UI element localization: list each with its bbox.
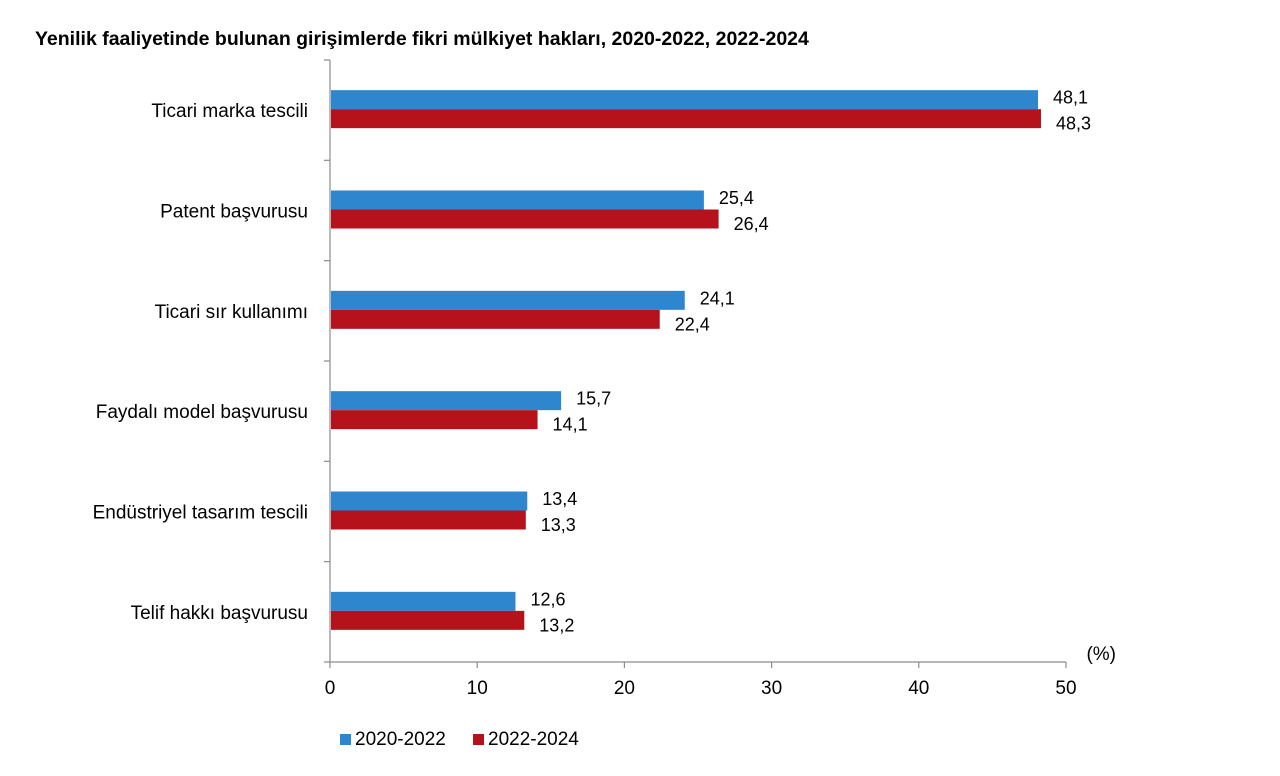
legend-swatch	[340, 734, 351, 745]
chart-title: Yenilik faaliyetinde bulunan girişimlerd…	[35, 28, 809, 50]
bar-2020-2022	[331, 290, 685, 310]
bar-2022-2024	[331, 109, 1041, 129]
bar-2020-2022	[331, 90, 1039, 110]
data-label: 13,4	[542, 489, 577, 509]
x-tick-label: 50	[1055, 678, 1076, 699]
category-label: Endüstriyel tasarım tescili	[93, 503, 308, 524]
data-label: 13,2	[539, 615, 574, 635]
category-label: Telif hakkı başvurusu	[131, 603, 308, 624]
x-tick-label: 30	[761, 678, 782, 699]
bar-2020-2022	[331, 491, 528, 511]
data-label: 48,1	[1053, 88, 1088, 108]
category-label: Ticari marka tescili	[151, 101, 308, 122]
category-label: Faydalı model başvurusu	[96, 402, 308, 423]
category-label: Ticari sır kullanımı	[155, 302, 308, 323]
x-tick-label: 0	[325, 678, 336, 699]
data-label: 26,4	[734, 214, 769, 234]
data-label: 25,4	[719, 188, 754, 208]
data-label: 48,3	[1056, 114, 1091, 134]
bar-2022-2024	[331, 309, 660, 329]
bar-2022-2024	[331, 209, 719, 229]
x-tick-label: 40	[908, 678, 929, 699]
data-label: 22,4	[675, 314, 710, 334]
bar-2020-2022	[331, 190, 704, 210]
category-label: Patent başvurusu	[160, 202, 308, 223]
data-label: 14,1	[553, 415, 588, 435]
legend-label: 2020-2022	[355, 729, 446, 750]
bar-2022-2024	[331, 610, 525, 630]
bar-2022-2024	[331, 510, 526, 530]
x-tick-label: 20	[614, 678, 635, 699]
bar-2022-2024	[331, 410, 538, 430]
data-label: 24,1	[700, 288, 735, 308]
x-unit-label: (%)	[1086, 644, 1116, 665]
data-label: 15,7	[576, 389, 611, 409]
bar-2020-2022	[331, 591, 516, 611]
legend-label: 2022-2024	[488, 729, 579, 750]
x-tick-label: 10	[467, 678, 488, 699]
data-label: 13,3	[541, 515, 576, 535]
bar-2020-2022	[331, 391, 562, 411]
legend-swatch	[473, 734, 484, 745]
data-label: 12,6	[530, 589, 565, 609]
